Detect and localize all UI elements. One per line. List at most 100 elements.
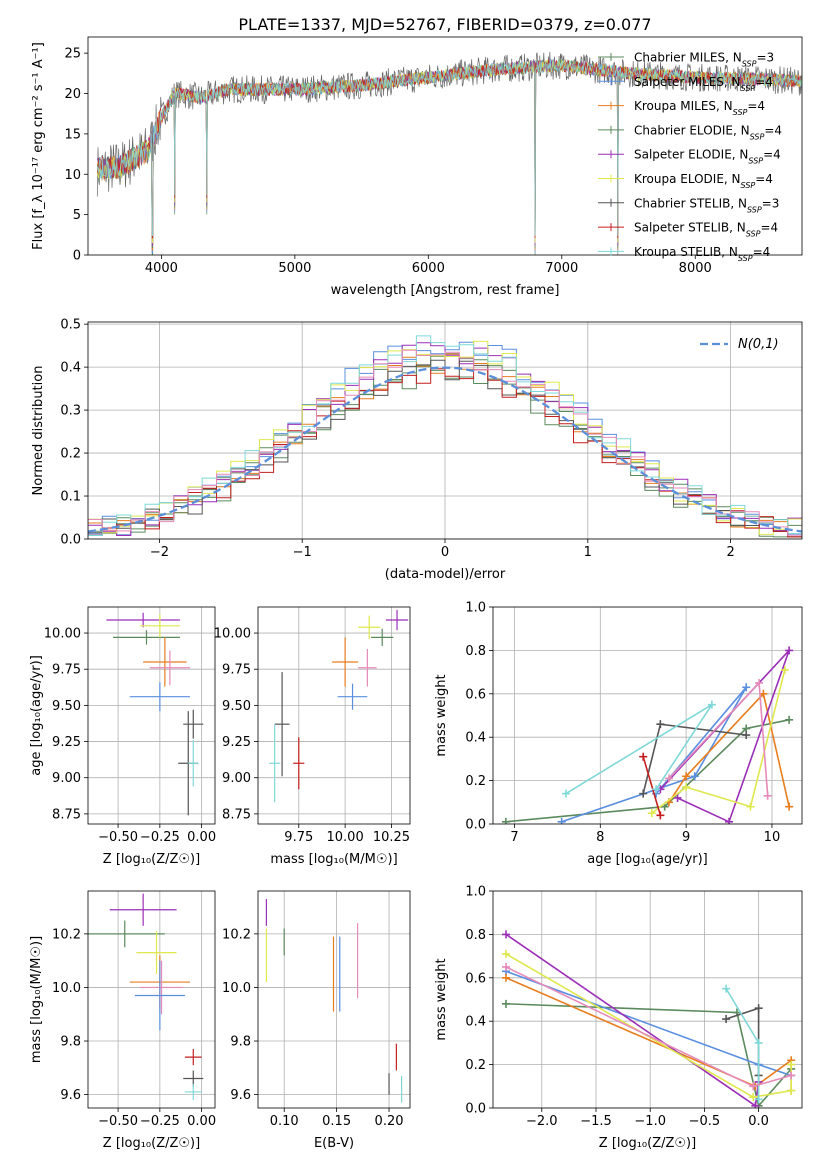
x-tick-label: 2 (726, 545, 734, 560)
y-tick-label: 1.0 (465, 601, 486, 616)
y-tick-label: 9.6 (60, 1088, 81, 1103)
y-tick-label: 15 (64, 127, 81, 142)
x-axis-label: Z [log₁₀(Z/Z☉)] (103, 1136, 200, 1151)
series-line (505, 1003, 792, 1108)
x-tick-label: 0.00 (187, 1114, 216, 1129)
y-tick-label: 9.00 (222, 771, 251, 786)
series-marker (502, 930, 511, 939)
series-marker (749, 1082, 758, 1091)
mass_ebv-panel: 0.10 0.15 0.20 9.6 9.8 10.0 10.2 E(B-V) (222, 890, 411, 1151)
y-tick-label: 0.8 (465, 644, 486, 659)
x-axis-label: E(B-V) (314, 1136, 354, 1151)
series-marker (682, 783, 691, 792)
series-marker (656, 811, 665, 820)
y-tick-label: 0.3 (60, 404, 81, 419)
axes-frame (87, 36, 803, 256)
series-marker (787, 1086, 796, 1095)
y-axis-label: mass weight (434, 958, 449, 1040)
series-marker (647, 809, 656, 818)
series-marker (502, 962, 511, 971)
x-tick-label: 10 (764, 830, 781, 845)
x-tick-label: 0.10 (270, 1114, 299, 1129)
series-marker (722, 984, 731, 993)
y-tick-label: 10.00 (214, 627, 251, 642)
series-marker (787, 1060, 796, 1069)
x-tick-label: −2.0 (526, 1114, 558, 1129)
series-marker (501, 817, 510, 824)
x-axis-label: wavelength [Angstrom, rest frame] (331, 283, 560, 298)
age_mass-panel: 9.75 10.00 10.25 8.75 9.00 9.25 9.50 9.75 10.00 m… (214, 606, 411, 867)
x-tick-label: 10.25 (373, 830, 410, 845)
axes-frame (257, 606, 411, 825)
y-tick-label: 20 (64, 87, 81, 102)
x-tick-label: 4000 (145, 261, 178, 276)
y-tick-label: 0.6 (465, 687, 486, 702)
legend-label: Kroupa ELODIE, NSSP=4 (634, 172, 773, 190)
series-marker (755, 678, 764, 687)
series-marker (673, 793, 682, 802)
y-tick-label: 0.2 (60, 447, 81, 462)
y-tick-label: 8.75 (222, 807, 251, 822)
y-tick-label: 10.0 (52, 981, 81, 996)
x-axis-label: Z [log₁₀(Z/Z☉)] (103, 852, 200, 867)
weight_z-panel: −2.0 −1.5 −1.0 −0.5 0.0 0.0 0.2 0.4 0.6 0.8 1.0 Z [… (434, 885, 803, 1151)
x-tick-label: 1 (584, 545, 592, 560)
series-marker (751, 1101, 760, 1108)
y-tick-label: 9.75 (52, 663, 81, 678)
axes-frame (87, 606, 216, 825)
y-tick-label: 9.8 (60, 1035, 81, 1050)
legend-label: Salpeter ELODIE, NSSP=4 (634, 148, 781, 166)
series-marker (754, 1004, 763, 1013)
y-tick-label: 10.0 (222, 981, 251, 996)
series-line (505, 977, 793, 1091)
y-tick-label: 10.2 (222, 927, 251, 942)
weight_age-plot-area (493, 607, 802, 824)
x-tick-label: 9 (682, 830, 690, 845)
series-line (642, 723, 747, 794)
series-marker (763, 791, 772, 800)
weight_z-plot-area (493, 891, 802, 1108)
axes-frame (87, 890, 216, 1109)
y-tick-label: 0.4 (465, 1015, 486, 1030)
series-marker (502, 999, 511, 1008)
y-tick-label: 0.0 (465, 818, 486, 833)
series-line (651, 669, 786, 814)
y-axis-label: Flux [f_λ 10⁻¹⁷ erg cm⁻² s⁻¹ A⁻¹] (31, 42, 46, 250)
legend-label: Chabrier MILES, NSSP=3 (634, 51, 774, 69)
series-marker (725, 817, 734, 824)
mass_ebv-plot-area (258, 891, 410, 1108)
axes-frame (492, 606, 803, 825)
mass_z-panel: −0.50 −0.25 0.00 9.6 9.8 10.0 10.2 Z [log₁₀(Z/Z… (29, 890, 216, 1151)
y-tick-label: 5 (73, 208, 81, 223)
x-tick-label: −2 (150, 545, 169, 560)
spectrum-series-line (96, 59, 802, 239)
x-axis-label: age [log₁₀(age/yr)] (587, 852, 708, 867)
x-tick-label: 10.00 (327, 830, 364, 845)
x-axis-label: Z [log₁₀(Z/Z☉)] (599, 1136, 696, 1151)
series-marker (652, 785, 661, 794)
series-marker (639, 789, 648, 798)
y-tick-label: 0.4 (60, 361, 81, 376)
x-tick-label: 0.0 (748, 1114, 769, 1129)
y-tick-label: 10 (64, 168, 81, 183)
series-marker (707, 700, 716, 709)
series-marker (742, 731, 751, 740)
series-marker (502, 949, 511, 958)
x-tick-label: 8000 (679, 261, 712, 276)
x-tick-label: −0.25 (140, 1114, 180, 1129)
series-line (725, 1007, 760, 1076)
mass_z-plot-area (88, 891, 215, 1108)
y-tick-label: 10.00 (44, 627, 81, 642)
legend-label: Chabrier ELODIE, NSSP=4 (634, 123, 782, 141)
y-tick-label: 25 (64, 47, 81, 62)
series-marker (690, 772, 699, 781)
legend-label: Salpeter MILES, NSSP=4 (634, 75, 773, 93)
y-tick-label: 9.6 (230, 1088, 251, 1103)
y-axis-label: age [log₁₀(age/yr)] (29, 655, 44, 776)
hist-panel: −2 −1 0 1 2 0.0 0.1 0.2 0.3 0.4 0.5 (data-model)/er… (31, 318, 803, 582)
y-tick-label: 0.6 (465, 971, 486, 986)
figure-title: PLATE=1337, MJD=52767, FIBERID=0379, z=0… (238, 15, 651, 34)
legend-label: Kroupa STELIB, NSSP=4 (634, 245, 770, 263)
spectrum-series-line (96, 51, 802, 197)
